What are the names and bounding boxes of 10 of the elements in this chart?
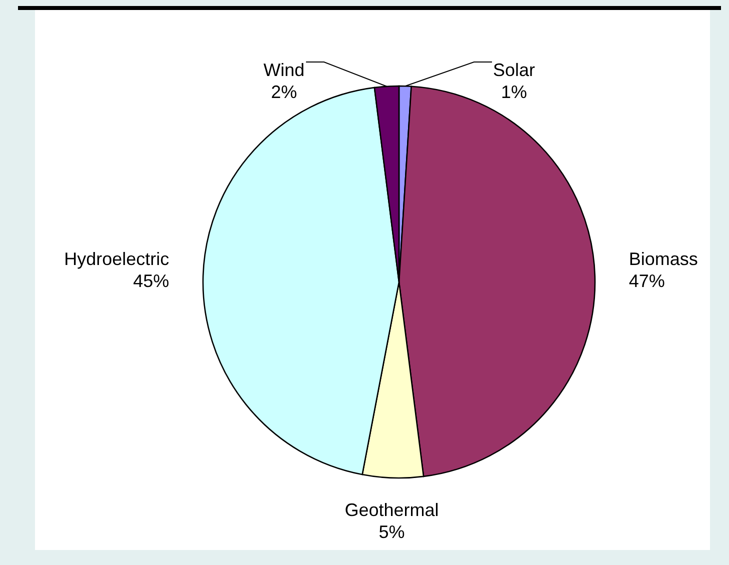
data-label: 1% xyxy=(500,82,528,102)
data-label: 45% xyxy=(133,270,170,291)
slice-label: Wind xyxy=(263,60,305,80)
slice-label: Hydroelectric xyxy=(64,248,170,269)
slice-label: Geothermal xyxy=(344,500,439,520)
slice-label: Biomass xyxy=(628,248,698,269)
slice-label: Solar xyxy=(492,60,536,80)
data-label: 47% xyxy=(628,270,665,291)
data-label: 2% xyxy=(270,82,298,102)
data-label: 5% xyxy=(378,522,405,542)
